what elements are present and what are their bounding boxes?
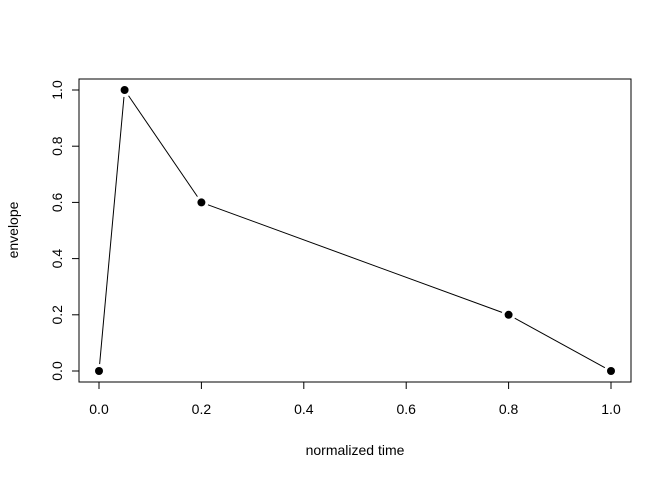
x-axis-label: normalized time	[306, 442, 405, 458]
data-point	[607, 367, 615, 375]
x-tick-label: 0.8	[499, 401, 519, 417]
x-tick-label: 0.0	[89, 401, 109, 417]
data-point	[120, 86, 129, 94]
y-tick-label: 1.0	[49, 80, 65, 100]
series-points	[95, 86, 615, 375]
y-tick-label: 0.0	[49, 361, 65, 381]
y-axis: 0.0 0.2 0.4 0.6 0.8 1.0	[49, 80, 80, 381]
y-axis-label: envelope	[5, 201, 21, 258]
series-lines	[99, 95, 606, 369]
x-tick-label: 1.0	[601, 401, 621, 417]
x-axis: 0.0 0.2 0.4 0.6 0.8 1.0	[89, 381, 621, 417]
y-tick-label: 0.2	[49, 305, 65, 325]
series-segment	[207, 204, 503, 313]
x-tick-label: 0.2	[192, 401, 212, 417]
series-segment	[514, 317, 606, 369]
series-segment	[128, 95, 198, 197]
y-tick-label: 0.4	[49, 249, 65, 269]
y-tick-label: 0.6	[49, 192, 65, 212]
x-tick-label: 0.6	[396, 401, 416, 417]
y-tick-label: 0.8	[49, 136, 65, 156]
data-point	[197, 198, 206, 207]
x-tick-label: 0.4	[294, 401, 314, 417]
series-segment	[99, 96, 125, 365]
data-point	[95, 367, 103, 375]
data-point	[504, 310, 513, 319]
